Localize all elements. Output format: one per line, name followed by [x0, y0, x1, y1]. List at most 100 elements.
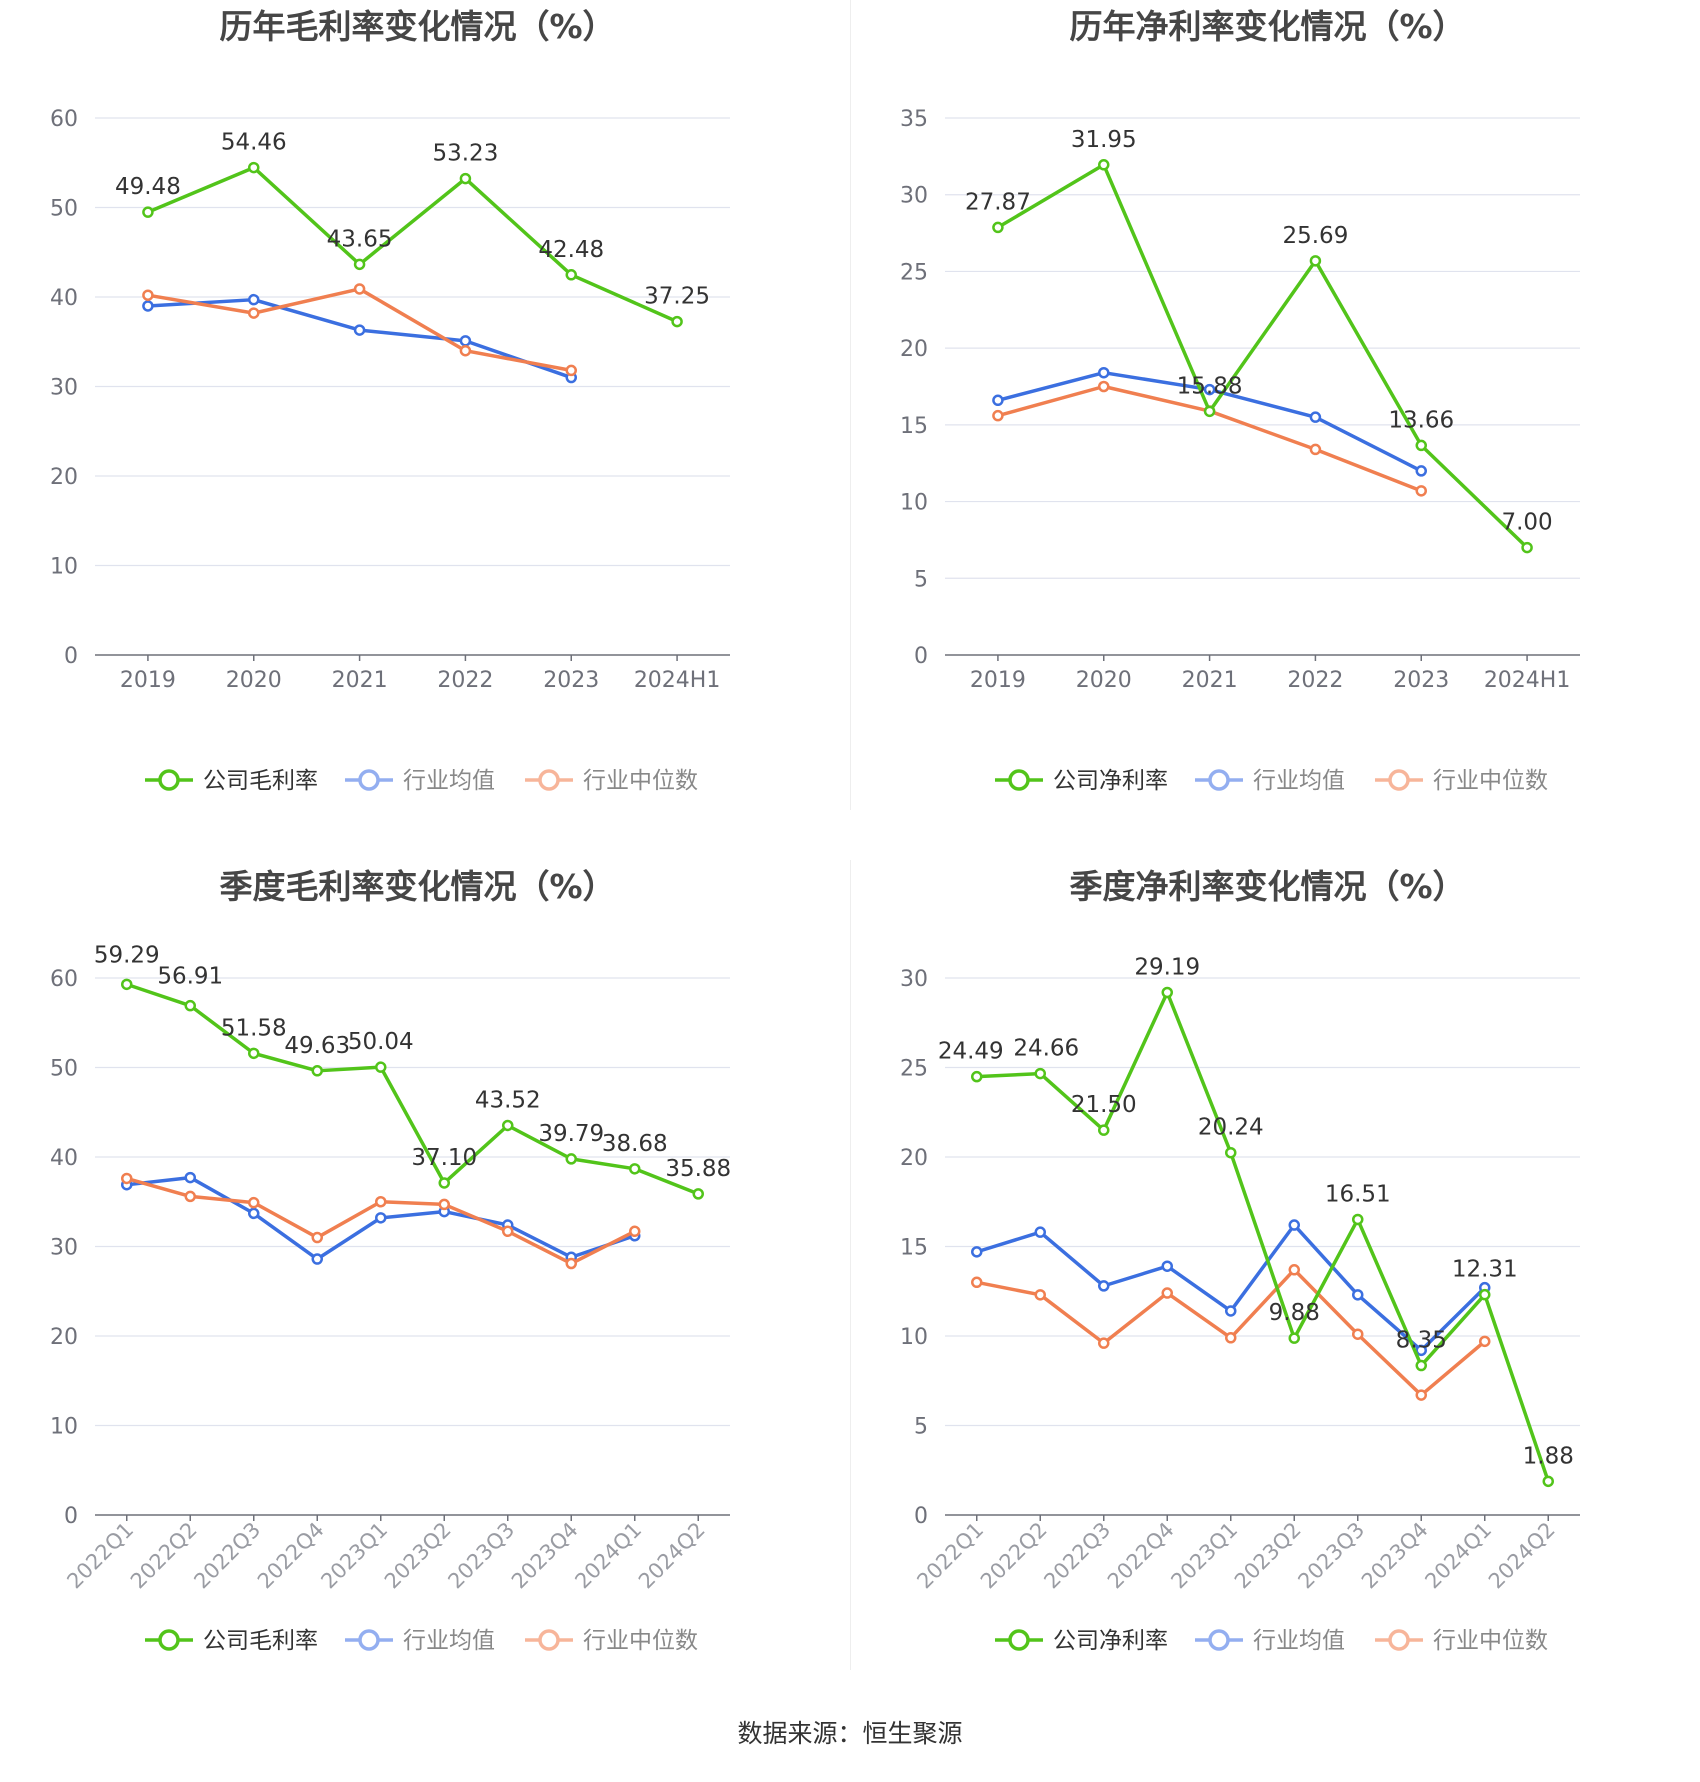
data-point: [1098, 380, 1110, 393]
quarterly-gross-margin-svg: 季度毛利率变化情况（%）01020304050602022Q12022Q2202…: [50, 867, 731, 1654]
data-point: [1288, 1264, 1300, 1276]
data-point: [1098, 1280, 1110, 1292]
legend-swatch-marker: [1008, 769, 1030, 791]
legend-label: 行业均值: [403, 1628, 495, 1654]
data-point: [992, 394, 1004, 407]
y-tick-label: 5: [914, 1415, 928, 1440]
y-tick-label: 35: [900, 107, 928, 132]
x-tick-label: 2024H1: [634, 668, 721, 693]
chart-title: 历年毛利率变化情况（%）: [219, 7, 615, 46]
y-tick-label: 10: [50, 1415, 78, 1440]
data-label: 16.51: [1325, 1181, 1391, 1207]
data-point: [1415, 1344, 1427, 1357]
data-label: 31.95: [1071, 127, 1137, 153]
annual-gross-margin-chart: 历年毛利率变化情况（%） 0 10 20 30 40 50 60 2019 2020 2021 202…: [0, 0, 850, 860]
chart-title: 季度毛利率变化情况（%）: [219, 867, 615, 906]
data-label: 37.25: [644, 284, 710, 310]
y-tick-label: 15: [900, 1236, 928, 1261]
data-point: [1225, 1332, 1237, 1344]
legend-swatch-marker: [1388, 1629, 1410, 1651]
legend-item: 行业均值: [1195, 768, 1345, 794]
x-tick-label: 2023Q1: [1166, 1518, 1242, 1594]
chart-title: 历年净利率变化情况（%）: [1069, 7, 1465, 46]
y-tick-label: 30: [900, 967, 928, 992]
data-label: 7.00: [1501, 510, 1552, 536]
data-label: 1.88: [1523, 1443, 1574, 1469]
legend-item: 行业中位数: [525, 768, 698, 794]
legend-label: 行业均值: [1253, 768, 1345, 794]
data-point: [1225, 1146, 1237, 1159]
y-tick-label: 20: [50, 465, 78, 490]
data-point: [353, 258, 366, 271]
series-line: [147, 165, 678, 324]
x-tick-label: 2022Q4: [253, 1518, 329, 1594]
data-label: 37.10: [411, 1145, 477, 1171]
y-tick-label: 25: [900, 260, 928, 285]
chart-title: 季度净利率变化情况（%）: [1069, 867, 1465, 906]
x-tick-label: 2022Q4: [1103, 1518, 1179, 1594]
annual-net-margin-chart: 历年净利率变化情况（%） 0 5 10 15 20 25 30 35 2019 2020 2021 20…: [850, 0, 1700, 860]
data-point: [459, 335, 472, 347]
data-label: 51.58: [221, 1015, 287, 1041]
x-tick-label: 2019: [970, 668, 1026, 693]
data-point: [1098, 1124, 1110, 1136]
legend-swatch-marker: [358, 769, 380, 791]
data-point: [311, 1253, 323, 1265]
y-tick-label: 10: [900, 1325, 928, 1350]
data-point: [1415, 1389, 1427, 1401]
data-point: [1415, 1359, 1427, 1372]
data-point: [311, 1065, 323, 1077]
x-tick-label: 2022Q3: [1039, 1518, 1115, 1594]
x-tick-label: 2023Q2: [1230, 1518, 1306, 1594]
legend-item: 行业均值: [345, 1628, 495, 1654]
legend-item: 公司净利率: [995, 1628, 1168, 1654]
data-point: [1288, 1219, 1300, 1231]
data-label: 20.24: [1198, 1115, 1264, 1141]
x-tick-label: 2023Q4: [507, 1518, 583, 1594]
data-label: 8.35: [1396, 1328, 1447, 1354]
x-tick-label: 2020: [1076, 668, 1132, 693]
quarterly-net-margin-chart: 季度净利率变化情况（%） 0 5 10 15 20 25 30 2022Q1 2022Q2 2022…: [850, 860, 1700, 1720]
data-point: [1203, 383, 1216, 396]
x-tick-label: 2022: [1287, 668, 1343, 693]
x-tick-label: 2023Q3: [1293, 1518, 1369, 1594]
y-tick-label: 0: [64, 644, 78, 669]
data-point: [1352, 1328, 1364, 1340]
legend-swatch-marker: [358, 1629, 380, 1651]
data-label: 12.31: [1452, 1257, 1518, 1283]
data-label: 21.50: [1071, 1092, 1137, 1118]
data-point: [1161, 1260, 1173, 1272]
data-point: [375, 1212, 387, 1224]
legend-label: 行业中位数: [1433, 768, 1548, 794]
data-point: [311, 1231, 323, 1244]
x-tick-label: 2023: [1393, 668, 1449, 693]
data-point: [971, 1070, 983, 1083]
annual-net-margin-svg: 历年净利率变化情况（%） 0 5 10 15 20 25 30 35 2019 2020 2021 20…: [900, 7, 1580, 794]
y-tick-label: 0: [64, 1504, 78, 1529]
data-point: [971, 1246, 983, 1258]
data-point: [184, 999, 196, 1012]
y-tick-label: 10: [50, 555, 78, 580]
data-point: [1479, 1335, 1491, 1348]
data-point: [1309, 255, 1322, 267]
data-point: [1098, 1337, 1110, 1349]
y-tick-label: 60: [50, 107, 78, 132]
data-label: 9.88: [1269, 1300, 1320, 1326]
x-tick-label: 2021: [332, 668, 388, 693]
data-point: [459, 344, 472, 357]
legend-label: 行业中位数: [1433, 1628, 1548, 1654]
data-label: 56.91: [157, 964, 223, 990]
data-point: [248, 1207, 260, 1220]
y-tick-label: 0: [914, 1504, 928, 1529]
data-point: [1479, 1288, 1491, 1301]
data-point: [248, 1196, 260, 1209]
data-point: [992, 221, 1004, 234]
data-label: 54.46: [221, 130, 287, 156]
data-label: 15.88: [1177, 373, 1243, 399]
data-point: [1203, 405, 1216, 418]
y-tick-label: 15: [900, 414, 928, 439]
data-point: [375, 1061, 387, 1073]
data-point: [184, 1190, 196, 1203]
data-point: [142, 289, 154, 301]
data-point: [248, 1047, 260, 1060]
